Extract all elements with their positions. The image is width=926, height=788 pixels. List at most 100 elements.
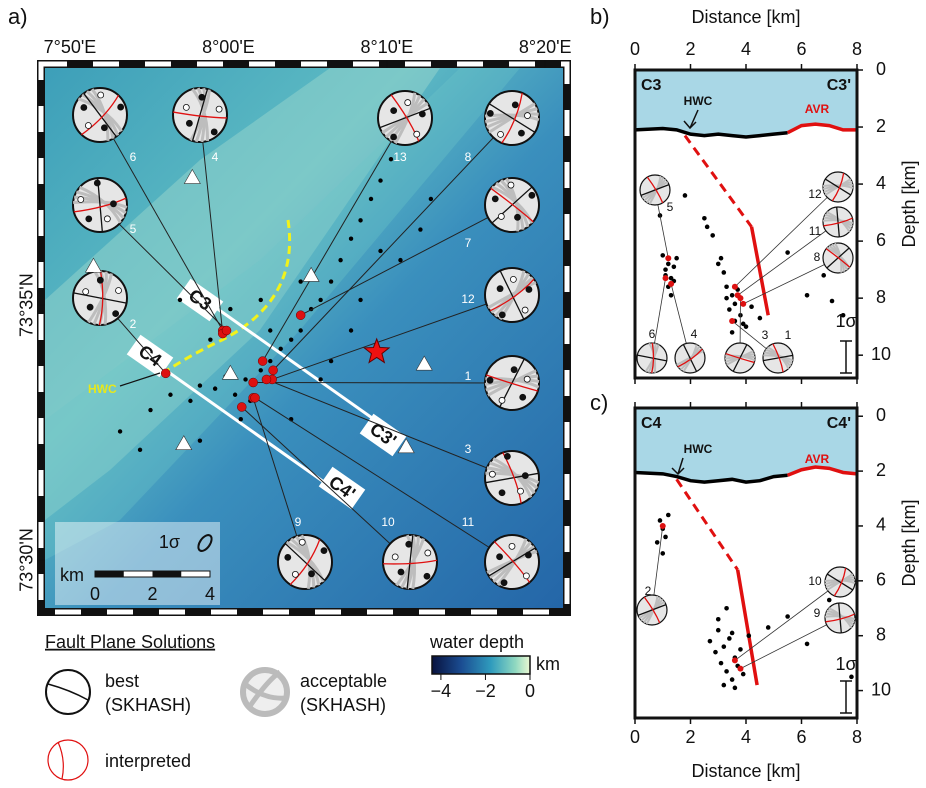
earthquake xyxy=(674,256,679,261)
mechanism-event xyxy=(737,666,743,672)
earthquake xyxy=(666,513,671,518)
earthquake xyxy=(239,417,243,421)
x-tick-label: 4 xyxy=(741,39,751,59)
polarity xyxy=(285,554,291,560)
beachball xyxy=(378,91,432,145)
polarity xyxy=(524,376,530,382)
earthquake xyxy=(669,293,674,298)
earthquake xyxy=(722,683,727,688)
mechanism-event xyxy=(222,326,231,335)
polarity xyxy=(87,304,93,310)
beachball xyxy=(485,178,539,232)
beachball xyxy=(725,343,755,373)
earthquake xyxy=(672,264,677,269)
earthquake xyxy=(749,304,754,309)
earthquake xyxy=(785,250,790,255)
x-tick-label: 7°50'E xyxy=(44,37,97,57)
polarity xyxy=(522,473,528,479)
y-tick-label: 4 xyxy=(876,173,886,193)
sigma-label: 1σ xyxy=(835,311,856,331)
polarity xyxy=(497,554,503,560)
beachball xyxy=(73,271,127,325)
hwc-label: HWC xyxy=(684,94,713,108)
mechanism-number: 13 xyxy=(393,150,407,164)
polarity xyxy=(504,453,510,459)
earthquake xyxy=(683,193,688,198)
earthquake xyxy=(148,408,152,412)
figure: a)C3C4C3'C4'HWC641385721213910111σkm0247… xyxy=(0,0,926,788)
mechanism-event xyxy=(237,402,246,411)
y-tick-label: 2 xyxy=(876,460,886,480)
x-tick-label: 8 xyxy=(852,727,862,747)
mechanism-event xyxy=(296,311,305,320)
x-tick-label: 2 xyxy=(685,39,695,59)
earthquake xyxy=(418,227,422,231)
polarity xyxy=(525,552,531,558)
legend-interpreted xyxy=(48,740,88,780)
earthquake xyxy=(259,368,263,372)
mechanism-number: 7 xyxy=(465,236,472,250)
mechanism-number: 4 xyxy=(691,327,698,341)
polarity xyxy=(526,286,532,292)
earthquake xyxy=(329,279,333,283)
hwc-label: HWC xyxy=(684,442,713,456)
earthquake xyxy=(213,386,217,390)
scale-tick-label: 0 xyxy=(90,584,100,604)
earthquake xyxy=(660,551,665,556)
earthquake xyxy=(369,197,373,201)
profile-line xyxy=(677,479,738,570)
beachball xyxy=(485,451,539,505)
earthquake xyxy=(378,178,382,182)
polarity xyxy=(101,125,107,131)
polarity xyxy=(514,214,520,220)
earthquake xyxy=(722,270,727,275)
earthquake xyxy=(658,518,663,523)
mechanism-number: 1 xyxy=(785,328,792,342)
x-tick-label: 8°20'E xyxy=(519,37,572,57)
legend-interpreted-plane xyxy=(58,742,63,779)
polarity xyxy=(211,129,217,135)
x-tick-label: 0 xyxy=(630,39,640,59)
polarity xyxy=(299,539,305,545)
polarity xyxy=(116,288,122,294)
earthquake xyxy=(766,625,771,630)
polarity xyxy=(83,289,89,295)
earthquake xyxy=(758,316,763,321)
polarity xyxy=(489,471,495,477)
mechanism-number: 8 xyxy=(465,150,472,164)
beachball xyxy=(173,88,227,142)
earthquake xyxy=(398,258,402,262)
mechanism-event xyxy=(663,275,669,281)
mechanism-event xyxy=(729,318,735,324)
earthquake xyxy=(138,448,142,452)
earthquake xyxy=(716,617,721,622)
polarity xyxy=(414,131,420,137)
mechanism-number: 8 xyxy=(814,250,821,264)
beachball xyxy=(823,172,853,202)
earthquake xyxy=(198,438,202,442)
polarity xyxy=(292,571,298,577)
mechanism-leader xyxy=(740,618,840,669)
earthquake xyxy=(663,267,668,272)
y-tick-label: 8 xyxy=(876,624,886,644)
legend-text: acceptable xyxy=(300,671,387,691)
earthquake xyxy=(738,647,743,652)
legend-best xyxy=(46,670,90,714)
colorbar-tick-label: 0 xyxy=(525,681,535,701)
avr-label: AVR xyxy=(805,452,830,466)
earthquake xyxy=(727,307,732,312)
polarity xyxy=(508,182,514,188)
y-tick-label: 8 xyxy=(876,287,886,307)
polarity xyxy=(520,394,526,400)
mechanism-number: 6 xyxy=(649,327,656,341)
profile-line xyxy=(685,136,752,227)
polarity xyxy=(98,92,104,98)
mechanism-number: 3 xyxy=(465,442,472,456)
polarity xyxy=(509,543,515,549)
mechanism-event xyxy=(740,301,746,307)
earthquake xyxy=(289,337,293,341)
earthquake xyxy=(318,298,322,302)
earthquake xyxy=(655,540,660,545)
polarity xyxy=(85,122,91,128)
earthquake xyxy=(710,233,715,238)
